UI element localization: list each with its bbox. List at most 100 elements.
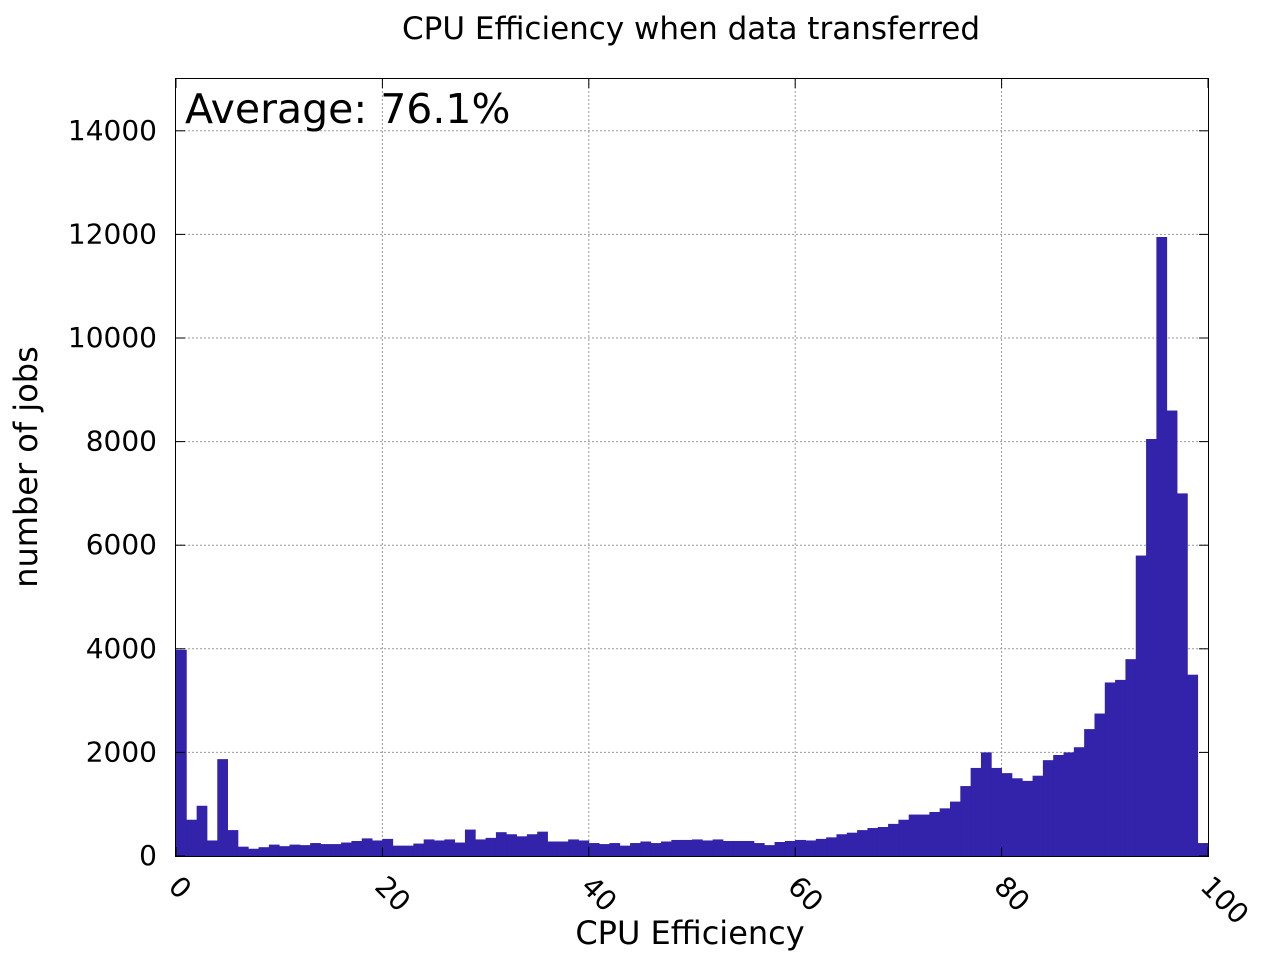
y-tick-label: 6000 (86, 528, 157, 561)
y-tick-label: 10000 (68, 321, 157, 354)
histogram-bar (1104, 682, 1116, 856)
histogram-bar (743, 840, 755, 856)
histogram-bar (671, 839, 683, 856)
histogram-bar (434, 840, 445, 856)
x-tick-label: 100 (1194, 870, 1255, 931)
histogram-bar (960, 786, 972, 856)
histogram-bar (206, 840, 218, 856)
histogram-bar (795, 839, 806, 856)
histogram-bar (815, 838, 827, 856)
histogram-bar (877, 826, 889, 856)
histogram-bar (382, 838, 394, 856)
histogram-bar (268, 844, 280, 856)
y-axis-label: number of jobs (7, 346, 45, 588)
histogram-bar (289, 844, 301, 856)
histogram-bar (330, 844, 342, 856)
grid-lines (176, 79, 1208, 856)
histogram-bar (516, 836, 528, 856)
histogram-bar (506, 834, 517, 856)
histogram-bar (857, 830, 868, 856)
chart-title: CPU Efficiency when data transferred (402, 11, 980, 47)
histogram-bar (1073, 747, 1085, 856)
histogram-bar (702, 840, 714, 856)
histogram-bar (630, 843, 641, 856)
histogram-bar (1001, 773, 1013, 856)
histogram-bar (372, 840, 383, 856)
x-axis-label: CPU Efficiency (575, 914, 804, 952)
histogram-bar (753, 843, 765, 856)
histogram-bar (980, 752, 992, 856)
histogram-bar (970, 767, 982, 856)
histogram-bar (495, 832, 507, 856)
histogram-bar (609, 843, 621, 856)
x-tick-label: 0 (162, 870, 198, 906)
histogram-bar (1011, 778, 1023, 856)
histogram-bar (1032, 775, 1044, 856)
histogram-bar (1115, 679, 1126, 856)
y-axis-ticks: 0 2000 4000 6000 8000 10000 12000 14000 (68, 114, 1208, 872)
histogram-bar (341, 842, 352, 856)
histogram-bar (1166, 410, 1178, 856)
histogram-bar (774, 842, 786, 856)
histogram-bar (929, 811, 941, 856)
histogram-bar (361, 838, 373, 856)
histogram-bar (733, 840, 744, 856)
histogram-bar (176, 649, 187, 856)
y-tick-label: 2000 (86, 735, 157, 768)
histogram-bar (557, 841, 569, 856)
histogram-bar (919, 814, 930, 856)
histogram-bar (950, 801, 961, 856)
histogram-bar (722, 840, 734, 856)
histogram-bar (464, 829, 476, 856)
histogram-bar (196, 805, 208, 856)
histogram-bar (836, 834, 848, 856)
y-tick-label: 0 (139, 839, 157, 872)
histogram-bar (939, 808, 951, 856)
histogram-bar (403, 845, 414, 856)
histogram-bar (1053, 754, 1064, 856)
histogram-bar (444, 839, 456, 856)
average-annotation: Average: 76.1% (185, 85, 510, 133)
histogram-bar (650, 843, 662, 856)
histogram-bar (826, 837, 837, 856)
histogram-bar (351, 840, 363, 856)
histogram-bar (898, 819, 910, 856)
histogram-bar (1084, 729, 1095, 856)
histogram-bar (1156, 236, 1168, 857)
histogram-bar (846, 832, 858, 856)
histogram-bars (176, 236, 1209, 857)
histogram-bar (1146, 439, 1157, 856)
histogram-bar (237, 846, 249, 856)
histogram-bar (588, 843, 600, 856)
x-tick-label: 80 (988, 870, 1037, 919)
histogram-bar (310, 843, 321, 856)
histogram-bar (681, 839, 693, 856)
histogram-bar (413, 843, 425, 856)
histogram-bar (619, 845, 631, 856)
histogram-bar (392, 845, 404, 856)
histogram-bar (248, 848, 259, 856)
histogram-bar (1187, 674, 1199, 856)
histogram-bar (526, 834, 538, 856)
histogram-bar (661, 841, 672, 856)
histogram-bar (888, 823, 899, 856)
histogram-bar (599, 844, 610, 856)
histogram-bar (1135, 555, 1147, 856)
histogram-bar (640, 841, 652, 856)
histogram-bar (217, 759, 228, 856)
histogram-bar (1063, 752, 1075, 856)
histogram-bar (537, 831, 548, 856)
x-tick-label: 40 (575, 870, 624, 919)
y-tick-label: 4000 (86, 632, 157, 665)
histogram-bar (908, 814, 920, 856)
histogram-bar (1094, 713, 1106, 856)
histogram-bar (867, 828, 879, 856)
histogram-bar (805, 840, 817, 856)
y-tick-label: 8000 (86, 425, 157, 458)
histogram-bar (320, 844, 332, 856)
histogram-bar (1197, 843, 1209, 856)
histogram-bar (712, 839, 724, 856)
histogram-bar (227, 830, 239, 856)
histogram-bar (991, 767, 1002, 856)
